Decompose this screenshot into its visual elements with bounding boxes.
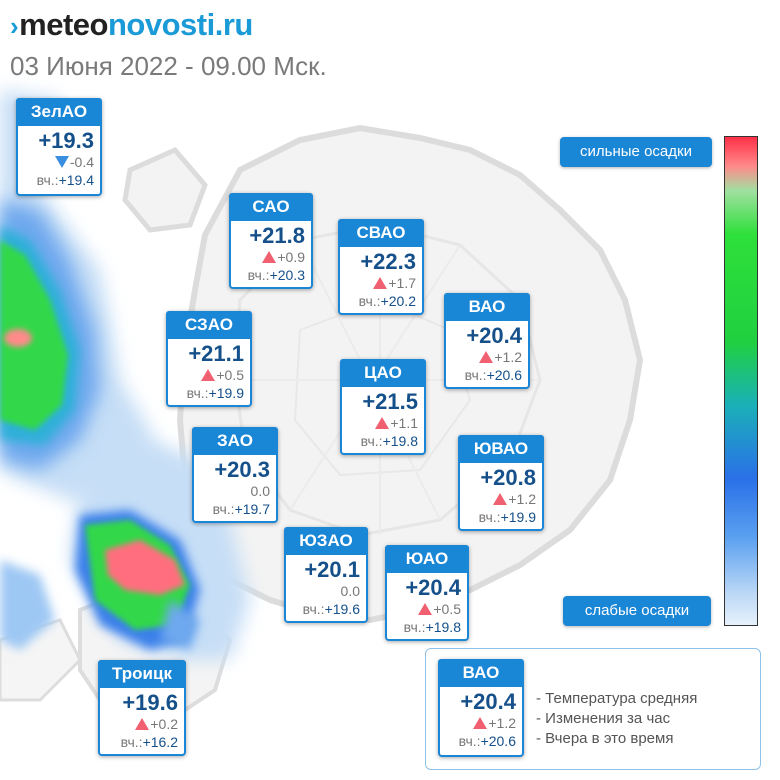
legend-line-yesterday: - Вчера в это время [536, 730, 674, 747]
district-name: ЮЗАО [284, 527, 368, 555]
trend-up-icon [262, 251, 277, 263]
district-name: ЗАО [192, 427, 278, 455]
trend-down-icon [54, 156, 69, 168]
district-card-tsao[interactable]: ЦАО +21.5 +1.1 вч.:+19.8 [340, 359, 426, 455]
district-change: +1.2 [446, 349, 528, 366]
district-yesterday: вч.:+19.6 [302, 601, 360, 617]
district-temperature: +19.3 [38, 128, 94, 153]
district-change: +0.2 [100, 716, 184, 733]
district-change: +0.5 [168, 367, 250, 384]
logo-text-part1: meteo [19, 7, 108, 42]
logo-chevron-icon: › [10, 11, 19, 41]
precipitation-scale-bar [724, 136, 758, 626]
legend-sample-name: ВАО [438, 659, 524, 687]
district-yesterday: вч.:+19.4 [36, 172, 94, 188]
district-temperature: +22.3 [360, 249, 416, 274]
legend-sample-yesterday: вч.:+20.6 [458, 733, 516, 749]
district-card-szao[interactable]: СЗАО +21.1 +0.5 вч.:+19.9 [166, 311, 252, 407]
district-name: ЦАО [340, 359, 426, 387]
district-change: 0.0 [250, 483, 270, 499]
district-yesterday: вч.:+16.2 [120, 734, 178, 750]
district-temperature: +21.8 [249, 223, 305, 248]
district-name: ЮАО [385, 545, 469, 573]
district-change: +0.5 [387, 601, 467, 618]
district-change: +1.7 [340, 275, 422, 292]
trend-up-icon [493, 493, 508, 505]
district-card-vao[interactable]: ВАО +20.4 +1.2 вч.:+20.6 [444, 293, 530, 389]
district-temperature: +20.3 [214, 457, 270, 482]
district-yesterday: вч.:+20.6 [464, 367, 522, 383]
district-yesterday: вч.:+20.3 [247, 267, 305, 283]
district-name: СВАО [338, 219, 424, 247]
logo-text-part2: novosti.ru [107, 7, 253, 42]
district-card-zelao[interactable]: ЗелАО +19.3 -0.4 вч.:+19.4 [16, 98, 102, 196]
legend-sample-change: +1.2 [440, 715, 522, 732]
district-name: ЮВАО [458, 435, 544, 463]
district-yesterday: вч.:+20.2 [358, 293, 416, 309]
district-change: 0.0 [340, 583, 360, 599]
district-temperature: +20.4 [466, 323, 522, 348]
district-card-yuao[interactable]: ЮАО +20.4 +0.5 вч.:+19.8 [385, 545, 469, 641]
legend-sample-card: ВАО +20.4 +1.2 вч.:+20.6 [438, 659, 524, 757]
district-temperature: +21.5 [362, 389, 418, 414]
legend-line-temperature: - Температура средняя [536, 690, 698, 707]
district-temperature: +20.1 [304, 557, 360, 582]
district-change: +1.1 [342, 415, 424, 432]
trend-up-icon [375, 417, 390, 429]
district-change: +0.9 [231, 249, 311, 266]
district-yesterday: вч.:+19.8 [403, 619, 461, 635]
site-logo[interactable]: ›meteonovosti.ru [10, 6, 253, 45]
legend-line-change: - Изменения за час [536, 710, 671, 727]
district-yesterday: вч.:+19.7 [212, 501, 270, 517]
district-name: ВАО [444, 293, 530, 321]
trend-up-icon [479, 351, 494, 363]
district-card-yuzao[interactable]: ЮЗАО +20.1 0.0 вч.:+19.6 [284, 527, 368, 623]
legend-descriptions: - Температура средняя - Изменения за час… [536, 689, 697, 749]
district-name: Троицк [98, 660, 186, 688]
district-yesterday: вч.:+19.8 [360, 433, 418, 449]
district-card-yuvao[interactable]: ЮВАО +20.8 +1.2 вч.:+19.9 [458, 435, 544, 531]
district-name: СЗАО [166, 311, 252, 339]
forecast-date: 03 Июня 2022 - 09.00 Мск. [10, 51, 327, 81]
district-yesterday: вч.:+19.9 [186, 385, 244, 401]
district-name: ЗелАО [16, 98, 102, 126]
district-change: +1.2 [460, 491, 542, 508]
district-card-troitsk[interactable]: Троицк +19.6 +0.2 вч.:+16.2 [98, 660, 186, 756]
scale-label-weak: слабые осадки [563, 596, 711, 626]
trend-up-icon [418, 603, 433, 615]
trend-up-icon [373, 277, 388, 289]
trend-up-icon [201, 369, 216, 381]
district-card-zao[interactable]: ЗАО +20.3 0.0 вч.:+19.7 [192, 427, 278, 523]
district-temperature: +20.4 [405, 575, 461, 600]
trend-up-icon [135, 718, 150, 730]
district-card-svao[interactable]: СВАО +22.3 +1.7 вч.:+20.2 [338, 219, 424, 315]
district-card-sao[interactable]: САО +21.8 +0.9 вч.:+20.3 [229, 193, 313, 289]
legend-sample-temperature: +20.4 [460, 689, 516, 714]
district-change: -0.4 [18, 154, 100, 171]
legend-box: ВАО +20.4 +1.2 вч.:+20.6 - Температура с… [425, 648, 761, 770]
scale-label-strong: сильные осадки [560, 137, 712, 167]
district-temperature: +20.8 [480, 465, 536, 490]
trend-up-icon [473, 717, 488, 729]
district-temperature: +21.1 [188, 341, 244, 366]
district-temperature: +19.6 [122, 690, 178, 715]
district-name: САО [229, 193, 313, 221]
district-yesterday: вч.:+19.9 [478, 509, 536, 525]
